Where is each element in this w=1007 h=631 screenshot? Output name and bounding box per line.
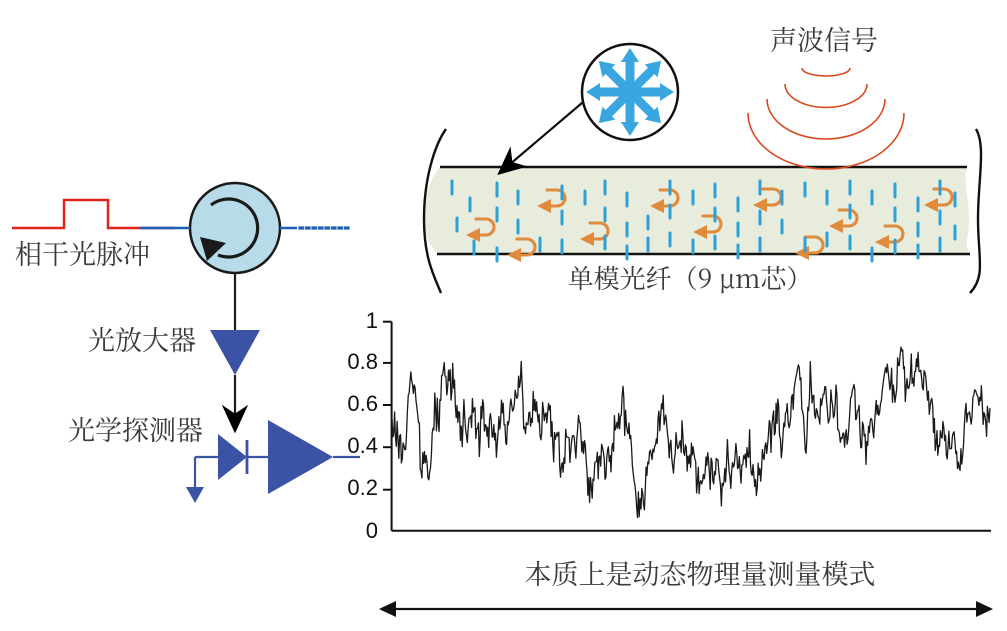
svg-text:单模光纤（9 μm芯）: 单模光纤（9 μm芯） — [568, 259, 813, 296]
svg-text:0.8: 0.8 — [347, 349, 378, 374]
svg-text:0.4: 0.4 — [347, 433, 378, 458]
svg-text:声波信号: 声波信号 — [770, 19, 878, 58]
svg-text:0.2: 0.2 — [347, 475, 378, 500]
svg-text:1: 1 — [366, 308, 378, 333]
svg-text:0: 0 — [366, 518, 378, 543]
svg-text:0.6: 0.6 — [347, 391, 378, 416]
svg-text:相干光脉冲: 相干光脉冲 — [15, 233, 150, 272]
svg-text:光学探测器: 光学探测器 — [68, 409, 203, 448]
svg-text:本质上是动态物理量测量模式: 本质上是动态物理量测量模式 — [525, 553, 876, 592]
svg-text:光放大器: 光放大器 — [88, 319, 196, 358]
